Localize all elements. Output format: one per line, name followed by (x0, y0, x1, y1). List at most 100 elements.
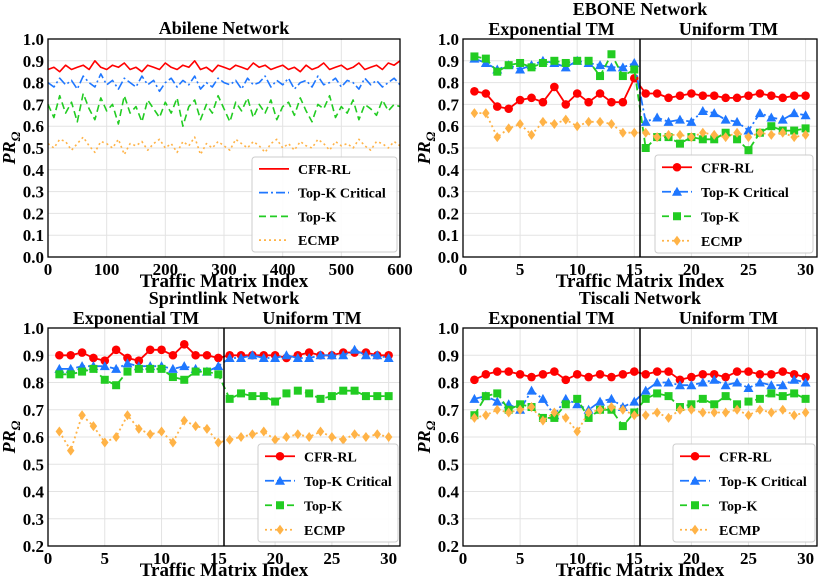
data-point (789, 108, 800, 118)
data-point (653, 389, 662, 398)
legend: CFR-RL Top-K Critical Top-K ECMP (257, 443, 399, 543)
x-tick-label: 5 (516, 549, 525, 568)
data-point (111, 345, 121, 355)
data-point (674, 380, 685, 390)
data-point (293, 386, 302, 395)
x-tick-label: 5 (516, 260, 525, 279)
data-point (526, 385, 537, 395)
x-tick-label: 20 (683, 549, 700, 568)
data-point (618, 97, 628, 107)
data-point (687, 404, 696, 415)
series-line (47, 136, 401, 156)
data-point (697, 105, 708, 115)
data-point (66, 350, 76, 360)
data-point (699, 127, 707, 138)
y-tick-label: 0.4 (23, 483, 45, 502)
data-point (584, 372, 593, 382)
data-point (492, 102, 502, 111)
data-point (664, 367, 673, 376)
y-tick-label: 0.8 (23, 374, 44, 393)
legend-box (251, 156, 398, 253)
data-point (755, 89, 765, 98)
data-point (470, 375, 479, 385)
data-point (270, 352, 281, 362)
data-point (778, 367, 788, 376)
data-point (258, 352, 269, 362)
data-point (721, 407, 730, 418)
series-cfr-rl (47, 59, 401, 73)
x-tick-label: 15 (626, 549, 643, 568)
data-point (652, 89, 662, 98)
y-tick-label: 0.7 (438, 401, 460, 420)
data-point (618, 72, 627, 81)
data-point (168, 373, 177, 382)
data-point (316, 394, 325, 403)
data-point (247, 350, 258, 360)
data-point (470, 108, 479, 119)
y-tick-label: 0.5 (23, 139, 44, 158)
plot-frame (462, 38, 818, 258)
data-point (157, 345, 166, 355)
data-point (304, 352, 315, 362)
data-point (720, 114, 731, 124)
data-point (676, 404, 684, 415)
data-point (527, 93, 536, 103)
data-point (606, 62, 617, 72)
data-point (66, 445, 75, 456)
data-point (55, 350, 64, 360)
data-point (527, 63, 536, 72)
x-tick-label: 25 (323, 549, 340, 568)
data-point (99, 361, 110, 371)
data-point (606, 393, 617, 403)
data-point (801, 372, 810, 382)
x-tick-label: 10 (569, 549, 586, 568)
legend-label: CFR-RL (304, 450, 357, 465)
data-point (584, 407, 593, 418)
data-point (112, 432, 120, 442)
data-point (146, 429, 154, 440)
data-point (516, 119, 524, 130)
x-tick-label: 5 (101, 549, 110, 568)
data-point (733, 400, 742, 409)
data-point (134, 364, 143, 373)
data-point (710, 407, 718, 418)
data-point (305, 432, 313, 442)
data-point (641, 127, 650, 138)
legend-marker (672, 162, 682, 172)
data-point (481, 89, 491, 98)
data-point (55, 370, 64, 379)
chart-title: Abilene Network (159, 18, 289, 38)
data-point (384, 392, 393, 401)
data-point (675, 375, 685, 385)
y-tick-label: 0.5 (23, 455, 44, 474)
data-point (663, 377, 674, 387)
data-point (641, 394, 650, 403)
data-point (573, 426, 581, 437)
x-tick-label: 0 (44, 549, 53, 568)
data-point (515, 64, 526, 74)
y-tick-label: 0.3 (438, 510, 459, 529)
data-point (629, 396, 640, 406)
data-point (744, 397, 753, 406)
data-point (360, 350, 371, 360)
data-point (686, 380, 697, 390)
data-point (709, 91, 719, 100)
data-point (504, 104, 513, 114)
data-point (710, 129, 718, 140)
x-tick-label: 20 (683, 260, 700, 279)
y-tick-label: 0.5 (438, 455, 459, 474)
legend-label: Top-K (304, 499, 343, 514)
data-point (617, 62, 628, 72)
data-point (630, 65, 639, 74)
x-tick-label: 25 (740, 549, 757, 568)
legend-label: Top-K (701, 210, 740, 225)
data-point (202, 350, 212, 360)
data-point (698, 394, 707, 403)
data-point (134, 356, 144, 366)
data-point (664, 129, 673, 140)
data-point (562, 412, 570, 423)
data-point (721, 93, 730, 103)
data-point (710, 400, 719, 409)
data-point (801, 91, 810, 100)
data-point (203, 423, 211, 434)
